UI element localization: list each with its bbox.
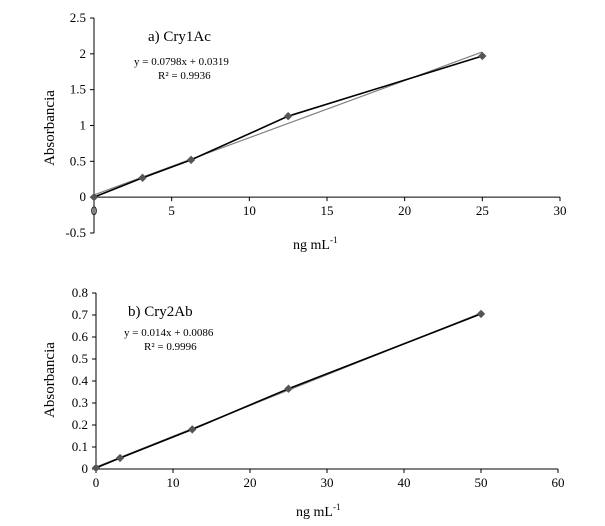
chart-a-equation: y = 0.0798x + 0.0319	[134, 56, 229, 68]
chart-b-ytick-label: 0.5	[72, 351, 88, 366]
chart-b-data-point	[188, 425, 197, 434]
chart-a-ytick-label: 0	[80, 189, 87, 204]
chart-b-data-point	[115, 453, 125, 463]
chart-a-xticks: 0 5 10 15 20 25 30	[91, 197, 567, 218]
chart-b-xlabel-text: ng mL	[296, 505, 333, 520]
chart-a-ytick-label: 1	[80, 118, 87, 133]
chart-b-equation: y = 0.014x + 0.0086	[124, 327, 214, 339]
chart-b-xtick-label: 50	[475, 475, 488, 490]
chart-a-xtick-label: 25	[476, 203, 489, 218]
chart-b-xlabel-sup: -1	[333, 502, 341, 512]
chart-b-xlabel: ng mL-1	[296, 502, 340, 520]
chart-b-ytick-label: 0.4	[72, 373, 89, 388]
chart-a-xlabel-sup: -1	[330, 235, 338, 245]
chart-a-ytick-label: 2	[80, 46, 87, 61]
chart-b-data-point	[91, 463, 101, 473]
chart-b-ylabel: Absorbancia	[42, 342, 58, 418]
chart-b-ytick-label: 0.6	[72, 329, 89, 344]
chart-b: 0.80.70.60.50.40.30.20.10 0 10 20 30 40 50 60 …	[42, 285, 565, 520]
chart-a-xtick-label: 10	[243, 203, 256, 218]
chart-a: 2.521.510.50-0.5 0 5 10 15 20 25 30 a) Cry1Ac …	[42, 10, 567, 253]
chart-a-data-point	[138, 173, 147, 182]
chart-b-ytick-label: 0.7	[72, 307, 89, 322]
chart-b-data-point	[284, 384, 293, 393]
chart-b-series	[91, 309, 486, 473]
chart-b-xtick-label: 40	[398, 475, 411, 490]
chart-a-r2: R² = 0.9936	[158, 70, 211, 82]
chart-a-ytick-label: 0.5	[70, 153, 86, 168]
chart-a-ytick-label: 2.5	[70, 10, 86, 25]
chart-b-xtick-label: 60	[552, 475, 565, 490]
chart-a-data-point	[186, 155, 196, 165]
chart-b-ytick-label: 0.8	[72, 285, 88, 300]
chart-a-xtick-label: 5	[168, 203, 175, 218]
chart-b-xtick-label: 30	[321, 475, 334, 490]
chart-b-xtick-label: 0	[93, 475, 100, 490]
chart-a-series-line	[93, 55, 483, 198]
chart-b-xticks: 0 10 20 30 40 50 60	[93, 469, 565, 490]
chart-a-data-point	[89, 193, 99, 202]
chart-a-xtick-label: 30	[554, 203, 567, 218]
chart-a-yticks: 2.5 2 1.5 1 0.5 0 -0.5	[65, 10, 94, 240]
chart-b-ytick-label: 0	[82, 461, 89, 476]
chart-b-ytick-label: 0.2	[72, 417, 88, 432]
chart-a-xlabel: ng mL-1	[293, 235, 337, 253]
chart-a-ylabel: Absorbancia	[42, 90, 58, 166]
chart-b-ytick-label: 0.1	[72, 439, 88, 454]
chart-b-xtick-label: 20	[244, 475, 257, 490]
chart-b-r2: R² = 0.9996	[144, 341, 197, 353]
chart-a-ytick-label: -0.5	[65, 225, 86, 240]
chart-a-ytick-label: 1.5	[70, 82, 86, 97]
chart-a-title: a) Cry1Ac	[148, 29, 211, 45]
chart-a-series	[89, 51, 487, 202]
chart-b-data-point	[476, 309, 486, 319]
chart-a-data-point	[478, 51, 487, 61]
chart-a-xtick-label: 0	[91, 203, 98, 218]
chart-a-xtick-label: 20	[398, 203, 411, 218]
chart-b-ytick-label: 0.3	[72, 395, 88, 410]
chart-a-data-point	[284, 112, 293, 121]
chart-b-xtick-label: 10	[167, 475, 180, 490]
chart-b-yticks: 0.8 0.7 0.6 0.5 0.4 0.3 0.2 0.1 0	[72, 285, 96, 476]
chart-b-title: b) Cry2Ab	[128, 304, 193, 320]
chart-a-xlabel-text: ng mL	[293, 238, 330, 253]
chart-a-xtick-label: 15	[321, 203, 334, 218]
